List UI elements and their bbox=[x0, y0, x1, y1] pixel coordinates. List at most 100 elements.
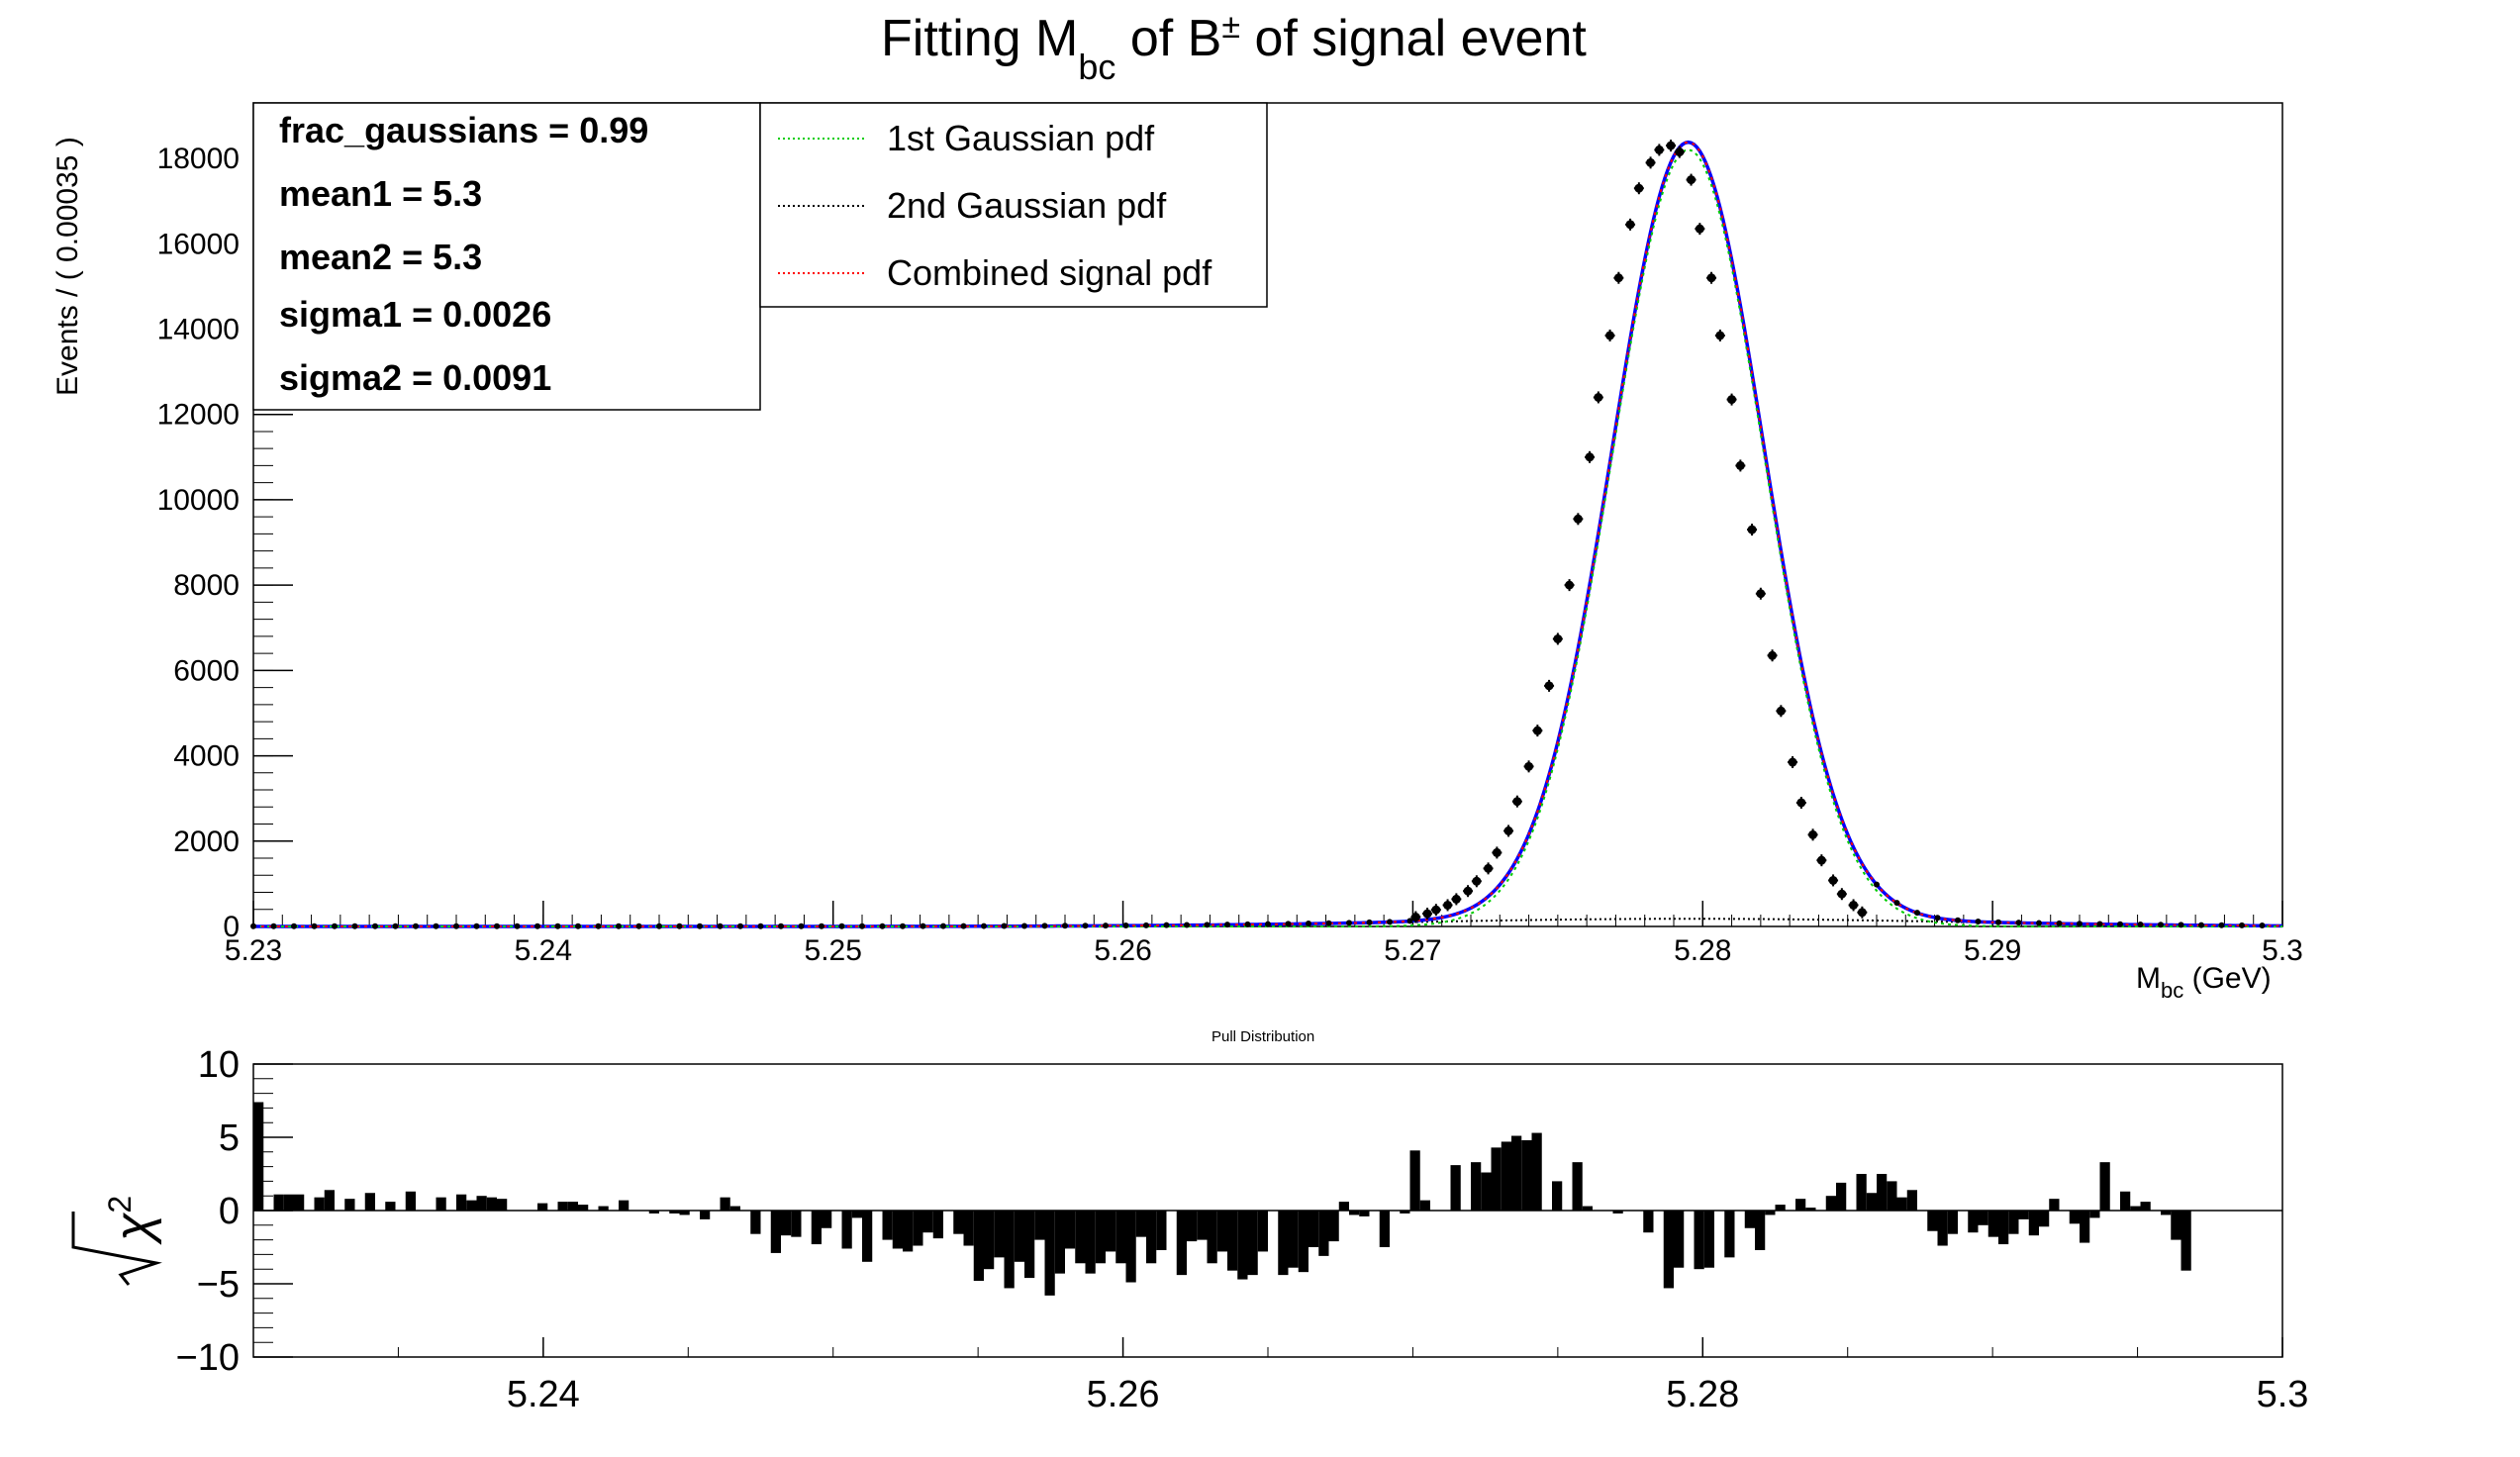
data-point bbox=[291, 923, 297, 929]
data-point bbox=[940, 923, 946, 929]
pull-bar bbox=[1227, 1211, 1238, 1271]
x-axis-label-main: M bbox=[2136, 962, 2161, 995]
pull-x-tick-label: 5.3 bbox=[2257, 1374, 2309, 1415]
data-point bbox=[1934, 915, 1941, 922]
pull-x-tick-label: 5.26 bbox=[1087, 1374, 1160, 1415]
pull-bar bbox=[497, 1199, 508, 1211]
data-point bbox=[1484, 863, 1494, 873]
data-point bbox=[838, 923, 845, 929]
data-point bbox=[1451, 894, 1461, 904]
pull-bar bbox=[984, 1211, 995, 1270]
data-point bbox=[332, 923, 338, 929]
param-mean2-name: mean2 = bbox=[279, 237, 423, 277]
pull-bar bbox=[913, 1211, 923, 1246]
pull-bar bbox=[932, 1211, 943, 1239]
y-tick-label: 4000 bbox=[173, 740, 240, 773]
data-point bbox=[1955, 917, 1961, 923]
data-point bbox=[1265, 921, 1271, 927]
pull-bar bbox=[578, 1205, 589, 1211]
pull-bar bbox=[1552, 1181, 1563, 1211]
pull-bar bbox=[1896, 1197, 1907, 1211]
data-point bbox=[1204, 922, 1211, 928]
pull-bar bbox=[1176, 1211, 1187, 1276]
pull-bar bbox=[273, 1194, 284, 1211]
data-point bbox=[1893, 900, 1900, 907]
data-point bbox=[2158, 922, 2164, 928]
data-point bbox=[1346, 920, 1352, 926]
data-point bbox=[798, 923, 805, 929]
pull-bar bbox=[1765, 1211, 1776, 1215]
pull-bar bbox=[1257, 1211, 1268, 1252]
pull-bar bbox=[1582, 1206, 1593, 1211]
data-point bbox=[1387, 919, 1393, 925]
x-tick-label: 5.28 bbox=[1674, 934, 1731, 967]
data-point bbox=[494, 923, 500, 929]
pull-bar bbox=[2099, 1162, 2110, 1211]
legend-frame bbox=[759, 102, 1268, 308]
x-tick-label: 5.24 bbox=[515, 934, 572, 967]
data-point bbox=[1796, 798, 1806, 808]
pull-bar bbox=[1379, 1211, 1390, 1247]
pull-bar bbox=[1877, 1174, 1888, 1211]
y-tick-label: 14000 bbox=[157, 313, 240, 345]
x-axis-label-unit: (GeV) bbox=[2183, 962, 2271, 995]
pull-bar bbox=[791, 1211, 802, 1237]
pull-bar bbox=[1187, 1211, 1198, 1242]
data-point bbox=[2056, 920, 2063, 926]
pull-bar bbox=[1014, 1211, 1024, 1262]
data-point bbox=[1715, 331, 1725, 340]
pull-bar bbox=[486, 1197, 497, 1211]
chart-title-sub: bc bbox=[1078, 47, 1115, 87]
chart-title-end: of signal event bbox=[1240, 10, 1587, 67]
data-point bbox=[778, 923, 784, 929]
data-point bbox=[1625, 220, 1635, 230]
pull-bar bbox=[2130, 1206, 2141, 1211]
data-point bbox=[737, 923, 743, 929]
pull-bar bbox=[436, 1197, 446, 1211]
param-frac-name: frac_gaussians = bbox=[279, 110, 569, 150]
data-point bbox=[270, 923, 277, 929]
data-point bbox=[575, 923, 581, 929]
data-point bbox=[1573, 514, 1583, 524]
pull-bar bbox=[1836, 1182, 1847, 1211]
data-point bbox=[1503, 826, 1513, 835]
pull-bar bbox=[1106, 1211, 1116, 1252]
data-point bbox=[2198, 922, 2204, 928]
data-point bbox=[757, 923, 764, 929]
data-point bbox=[1687, 175, 1696, 185]
pull-bar bbox=[822, 1211, 832, 1228]
pull-bar bbox=[781, 1211, 792, 1236]
param-mean1-name: mean1 = bbox=[279, 173, 423, 214]
legend-label-gauss2: 2nd Gaussian pdf bbox=[887, 185, 1167, 226]
data-point bbox=[859, 923, 865, 929]
pull-bar bbox=[2120, 1191, 2131, 1211]
data-point bbox=[1975, 919, 1982, 925]
pull-bar bbox=[1247, 1211, 1258, 1276]
pull-bar bbox=[1288, 1211, 1299, 1268]
pull-bar bbox=[700, 1211, 711, 1219]
pull-bar bbox=[1998, 1211, 2009, 1245]
data-point bbox=[2015, 920, 2022, 926]
data-point bbox=[1735, 460, 1745, 470]
legend: 1st Gaussian pdf 2nd Gaussian pdf Combin… bbox=[759, 102, 1268, 308]
x-tick-label: 5.27 bbox=[1384, 934, 1441, 967]
pull-bar bbox=[1450, 1165, 1461, 1211]
param-sigma2-value: 0.0091 bbox=[442, 357, 551, 398]
pull-bar bbox=[456, 1194, 467, 1211]
data-point bbox=[1828, 875, 1838, 885]
pull-bar bbox=[770, 1211, 781, 1253]
pull-bar bbox=[1775, 1205, 1786, 1211]
x-tick-label: 5.23 bbox=[225, 934, 282, 967]
data-point bbox=[1431, 905, 1441, 915]
data-point bbox=[1613, 273, 1623, 283]
pull-bar bbox=[1674, 1211, 1685, 1268]
pull-axis-ticks: 5.24 5.26 5.28 5.3 10 5 0 −5 −10 bbox=[176, 1044, 2309, 1415]
pull-bar bbox=[466, 1200, 477, 1211]
pull-bar bbox=[385, 1202, 396, 1211]
param-frac: frac_gaussians = 0.99 bbox=[279, 110, 648, 150]
data-point bbox=[1122, 922, 1129, 928]
y-tick-label: 18000 bbox=[157, 143, 240, 175]
pull-bar bbox=[1338, 1202, 1349, 1211]
x-tick-label: 5.29 bbox=[1964, 934, 2021, 967]
pull-bar bbox=[1328, 1211, 1339, 1242]
